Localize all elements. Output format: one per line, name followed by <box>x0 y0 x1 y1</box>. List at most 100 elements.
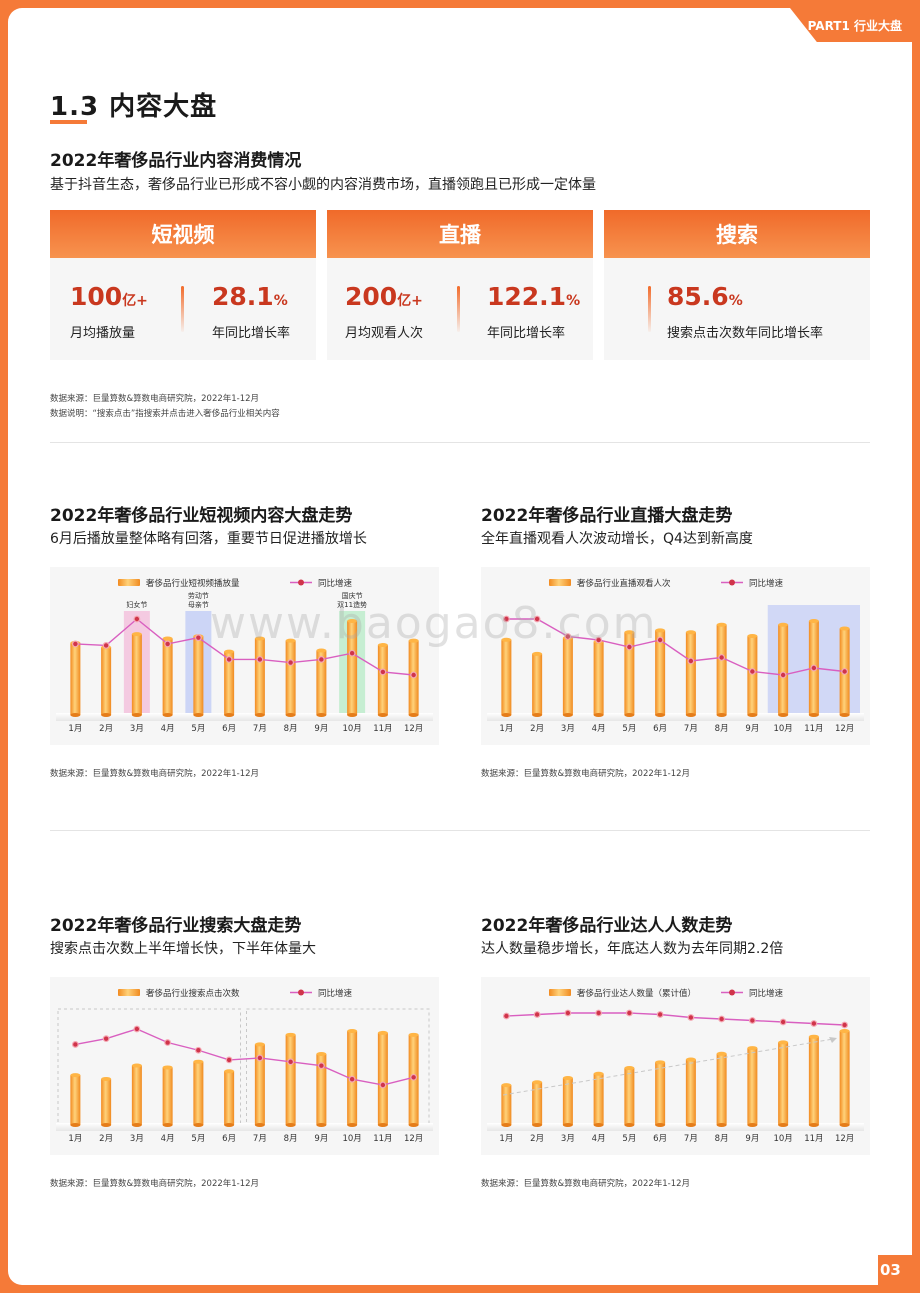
x-tick-label: 6月 <box>222 1134 236 1144</box>
x-tick-label: 4月 <box>161 724 175 734</box>
legend-bar-swatch <box>118 579 140 586</box>
growth-point <box>165 641 170 647</box>
x-tick-label: 1月 <box>499 1134 513 1144</box>
metric-unit: % <box>566 293 581 309</box>
bar <box>254 1042 265 1127</box>
chart-floor <box>56 713 433 721</box>
x-tick-label: 12月 <box>835 724 854 734</box>
x-tick-label: 1月 <box>68 1134 82 1144</box>
growth-point <box>811 665 817 671</box>
metric-unit: 亿+ <box>122 293 148 309</box>
bar <box>685 630 696 717</box>
growth-point <box>349 1077 355 1082</box>
legend-line-label: 同比增速 <box>318 988 353 999</box>
growth-point <box>226 1057 232 1063</box>
metric-label: 月均播放量 <box>70 326 136 341</box>
x-tick-label: 2月 <box>530 724 544 734</box>
page-number: 03 <box>878 1255 912 1285</box>
metric-value: 85.6 <box>667 282 729 311</box>
chart2-title: 2022年奢侈品行业直播大盘走势 <box>481 506 733 526</box>
metric-yoy-growth: 122.1% 年同比增长率 <box>487 282 580 341</box>
card-title: 短视频 <box>50 210 316 258</box>
x-tick-label: 8月 <box>715 724 729 734</box>
x-tick-label: 10月 <box>773 724 792 734</box>
highlight-label: 国庆节 <box>342 591 363 600</box>
x-tick-label: 5月 <box>622 724 636 734</box>
chart-live-trend: 奢侈品行业直播观看人次 同比增速 1月 2月 3月 4月 5月 6月 7月 8月 9月 10月 11月 1… <box>481 567 870 745</box>
bar <box>316 1052 327 1127</box>
overview-title: 2022年奢侈品行业内容消费情况 <box>50 151 302 171</box>
chart3-subtitle: 搜索点击次数上半年增长快，下半年体量大 <box>50 941 316 957</box>
x-tick-label: 5月 <box>191 1134 205 1144</box>
metric-label: 搜索点击次数年同比增长率 <box>667 326 824 341</box>
x-tick-label: 9月 <box>314 724 328 734</box>
growth-point <box>657 1012 663 1017</box>
x-tick-label: 3月 <box>130 1134 144 1144</box>
section-title: 1.3 内容大盘 <box>50 92 218 122</box>
chart-short-video-trend: 奢侈品行业短视频播放量 同比增速 妇女节 劳动节 母亲节 国庆节 双11造势 1月 2月 3月 4月… <box>50 567 439 745</box>
bar <box>316 648 327 717</box>
growth-line <box>506 1012 845 1026</box>
growth-point <box>411 1075 416 1080</box>
metric-unit: 亿+ <box>397 293 423 309</box>
bar <box>562 1076 573 1127</box>
growth-point <box>380 669 386 675</box>
growth-line <box>506 618 845 676</box>
metric-value: 200 <box>345 282 398 311</box>
x-tick-label: 5月 <box>622 1134 636 1144</box>
metric-monthly-viewers: 200亿+ 月均观看人次 <box>345 282 423 341</box>
bar <box>224 649 235 717</box>
growth-line <box>75 618 414 676</box>
legend-bar-swatch <box>549 989 571 996</box>
legend-bar-swatch <box>118 989 140 996</box>
x-tick-label: 1月 <box>499 724 513 734</box>
trend-arrow-head <box>829 1037 837 1043</box>
x-tick-label: 5月 <box>191 724 205 734</box>
growth-point <box>257 657 263 662</box>
growth-point <box>565 634 571 639</box>
bar <box>254 636 265 717</box>
x-tick-label: 7月 <box>684 1134 698 1144</box>
growth-point <box>750 669 755 674</box>
bar <box>285 638 296 717</box>
chart3-title: 2022年奢侈品行业搜索大盘走势 <box>50 916 302 936</box>
chart1-subtitle: 6月后播放量整体略有回落，重要节日促进播放增长 <box>50 531 367 547</box>
bar <box>285 1032 296 1127</box>
group-box-h1 <box>57 1008 241 1130</box>
chart4-source: 数据来源：巨量算数&算数电商研究院，2022年1-12月 <box>481 1179 691 1189</box>
x-tick-label: 10月 <box>342 1134 361 1144</box>
legend-line-label: 同比增速 <box>749 988 784 999</box>
growth-point <box>842 1022 847 1028</box>
legend-line-label: 同比增速 <box>318 578 353 589</box>
overview-subtitle: 基于抖音生态，奢侈品行业已形成不容小觑的内容消费市场，直播领跑且已形成一定体量 <box>50 177 596 193</box>
metric-unit: % <box>728 293 743 309</box>
bar <box>193 634 204 717</box>
x-tick-label: 6月 <box>222 724 236 734</box>
watermark: www.baogao8.com <box>210 598 658 649</box>
growth-point <box>719 655 724 660</box>
growth-point <box>780 672 786 678</box>
legend-line-dot <box>729 579 735 586</box>
card-search: 搜索 85.6% 搜索点击次数年同比增长率 <box>604 210 870 360</box>
bar <box>655 628 666 717</box>
chart2-subtitle: 全年直播观看人次波动增长，Q4达到新高度 <box>481 531 753 547</box>
bar <box>624 1066 635 1127</box>
growth-point <box>257 1055 263 1061</box>
x-tick-label: 11月 <box>373 1134 392 1144</box>
chart3-source: 数据来源：巨量算数&算数电商研究院，2022年1-12月 <box>50 1179 260 1189</box>
metric-label: 年同比增长率 <box>212 326 291 341</box>
growth-point <box>504 1013 509 1019</box>
metric-yoy-growth: 28.1% 年同比增长率 <box>212 282 290 341</box>
x-tick-label: 3月 <box>561 1134 575 1144</box>
metric-value: 122.1 <box>487 282 567 311</box>
growth-point <box>103 643 109 648</box>
legend-bar-label: 奢侈品行业短视频播放量 <box>146 578 240 589</box>
metric-label: 月均观看人次 <box>345 326 424 341</box>
growth-point <box>750 1018 755 1023</box>
metric-unit: % <box>273 293 288 309</box>
metric-search-growth: 85.6% 搜索点击次数年同比增长率 <box>667 282 823 341</box>
growth-point <box>842 669 847 674</box>
card-title: 搜索 <box>604 210 870 258</box>
growth-point <box>134 1026 140 1032</box>
bar <box>347 619 358 717</box>
